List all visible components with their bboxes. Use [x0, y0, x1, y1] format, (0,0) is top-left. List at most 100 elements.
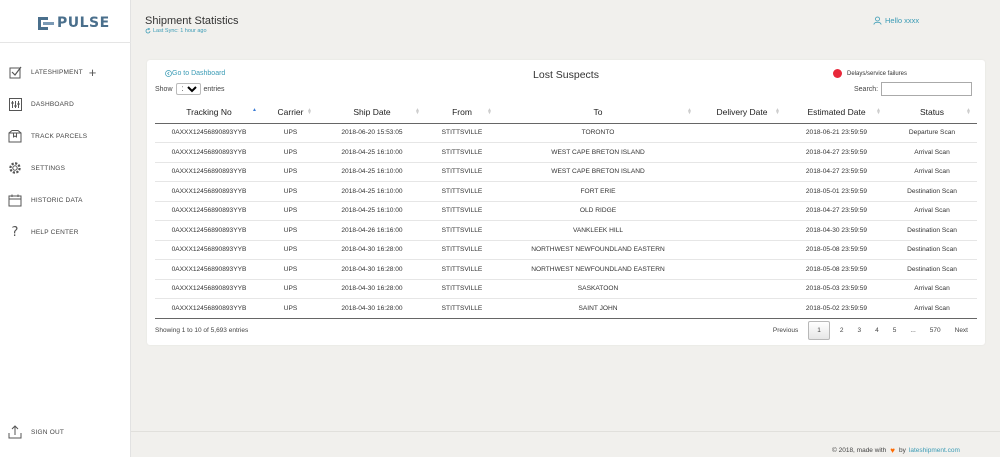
sidebar: PULSE LATESHIPMENT + DASHBOARD TRACK PAR… [0, 0, 131, 457]
search-control: Search: [854, 82, 973, 96]
page-button-last[interactable]: 570 [929, 327, 941, 334]
last-sync: Last Sync: 1 hour ago [145, 28, 207, 34]
page-button-3[interactable]: 3 [857, 327, 862, 334]
table-row[interactable]: 0AXXX12456890893YYB UPS 2018-06-20 15:53:0… [155, 123, 977, 143]
cell-estimated-date: 2018-05-01 23:59:59 [786, 181, 887, 202]
dashboard-sliders-icon [7, 96, 23, 112]
cell-delivery-date [698, 259, 786, 280]
cell-carrier: UPS [263, 181, 318, 202]
cell-delivery-date [698, 279, 786, 299]
cell-delivery-date [698, 142, 786, 163]
cell-tracking-no: 0AXXX12456890893YYB [155, 298, 263, 319]
cell-tracking-no: 0AXXX12456890893YYB [155, 123, 263, 143]
footer-by: by [899, 447, 906, 454]
sign-out-button[interactable]: SIGN OUT [7, 423, 64, 441]
show-label: Show [155, 85, 173, 93]
cell-from: STITTSVILLE [426, 181, 498, 202]
sidebar-item-label: SETTINGS [31, 164, 66, 172]
col-from[interactable]: From ▲ ▼ [426, 102, 498, 124]
user-menu[interactable]: Hello xxxx [873, 16, 919, 25]
user-icon [873, 16, 882, 25]
table-row[interactable]: 0AXXX12456890893YYB UPS 2018-04-26 16:16:0… [155, 220, 977, 241]
table-row[interactable]: 0AXXX12456890893YYB UPS 2018-04-25 16:10:0… [155, 162, 977, 182]
cell-to: SASKATOON [498, 279, 698, 299]
sidebar-item-help-center[interactable]: ? HELP CENTER [7, 223, 79, 241]
entries-select[interactable]: 10 [175, 83, 201, 95]
cell-to: TORONTO [498, 123, 698, 143]
sidebar-item-label: TRACK PARCELS [31, 132, 88, 140]
pagination: Previous 1 2 3 4 5 ... 570 Next [766, 321, 975, 340]
table-row[interactable]: 0AXXX12456890893YYB UPS 2018-04-30 16:28:0… [155, 298, 977, 319]
go-to-dashboard-label: Go to Dashboard [172, 70, 226, 77]
cell-carrier: UPS [263, 240, 318, 260]
page-button-1[interactable]: 1 [808, 321, 830, 340]
col-label: Ship Date [353, 107, 391, 118]
cell-ship-date: 2018-04-30 16:28:00 [318, 259, 426, 280]
search-input[interactable] [881, 82, 973, 96]
page-button-4[interactable]: 4 [875, 327, 879, 334]
cell-tracking-no: 0AXXX12456890893YYB [155, 162, 263, 182]
col-status[interactable]: Status ▲ ▼ [887, 102, 977, 124]
sidebar-item-settings[interactable]: SETTINGS [7, 159, 65, 177]
col-estimated-date[interactable]: Estimated Date ▲ ▼ [786, 102, 887, 124]
col-ship-date[interactable]: Ship Date ▲ ▼ [318, 102, 426, 124]
cell-delivery-date [698, 220, 786, 241]
sort-icon: ▲ ▼ [415, 107, 420, 116]
sidebar-item-historic-data[interactable]: HISTORIC DATA [7, 191, 83, 209]
table-row[interactable]: 0AXXX12456890893YYB UPS 2018-04-25 16:10:0… [155, 142, 977, 163]
cell-ship-date: 2018-04-26 16:16:00 [318, 220, 426, 241]
sidebar-item-track-parcels[interactable]: TRACK PARCELS [7, 127, 87, 145]
cell-ship-date: 2018-04-30 16:28:00 [318, 279, 426, 299]
cell-to: VANKLEEK HILL [498, 220, 698, 241]
last-sync-text: Last Sync: 1 hour ago [153, 28, 207, 34]
cell-tracking-no: 0AXXX12456890893YYB [155, 220, 263, 241]
cell-ship-date: 2018-04-25 16:10:00 [318, 201, 426, 221]
table-row[interactable]: 0AXXX12456890893YYB UPS 2018-04-25 16:10:0… [155, 181, 977, 202]
cell-status: Destination Scan [887, 220, 977, 241]
col-carrier[interactable]: Carrier ▲ ▼ [263, 102, 318, 124]
cell-ship-date: 2018-04-30 16:28:00 [318, 298, 426, 319]
search-label: Search: [854, 85, 879, 93]
sidebar-item-label: HELP CENTER [31, 228, 79, 236]
previous-button[interactable]: Previous [772, 327, 799, 334]
cell-delivery-date [698, 162, 786, 182]
sidebar-item-lateshipment[interactable]: LATESHIPMENT + [7, 63, 97, 81]
brand-name: PULSE [57, 15, 110, 31]
col-label: Tracking No [186, 107, 232, 118]
col-delivery-date[interactable]: Delivery Date ▲ ▼ [698, 102, 786, 124]
cell-delivery-date [698, 298, 786, 319]
next-button[interactable]: Next [954, 327, 968, 334]
cell-estimated-date: 2018-04-27 23:59:59 [786, 201, 887, 221]
cell-ship-date: 2018-04-25 16:10:00 [318, 181, 426, 202]
table-info: Showing 1 to 10 of 5,693 entries [155, 327, 249, 334]
cell-to: WEST CAPE BRETON ISLAND [498, 162, 698, 182]
table-row[interactable]: 0AXXX12456890893YYB UPS 2018-04-25 16:10:0… [155, 201, 977, 221]
cell-tracking-no: 0AXXX12456890893YYB [155, 201, 263, 221]
footer-link[interactable]: lateshipment.com [908, 447, 960, 454]
table-row[interactable]: 0AXXX12456890893YYB UPS 2018-04-30 16:28:0… [155, 259, 977, 280]
cell-tracking-no: 0AXXX12456890893YYB [155, 240, 263, 260]
user-greeting: Hello xxxx [885, 16, 920, 25]
calendar-icon [7, 192, 23, 208]
sidebar-item-dashboard[interactable]: DASHBOARD [7, 95, 74, 113]
cell-estimated-date: 2018-04-27 23:59:59 [786, 142, 887, 163]
col-label: To [593, 107, 603, 118]
col-to[interactable]: To ▲ ▼ [498, 102, 698, 124]
go-to-dashboard-link[interactable]: Go to Dashboard [165, 70, 225, 77]
sidebar-item-label: DASHBOARD [31, 100, 74, 108]
brand-logo[interactable]: PULSE [36, 12, 110, 34]
table-row[interactable]: 0AXXX12456890893YYB UPS 2018-04-30 16:28:0… [155, 240, 977, 260]
plus-icon[interactable]: + [88, 64, 97, 80]
page-button-2[interactable]: 2 [839, 327, 844, 334]
sign-out-label: SIGN OUT [31, 428, 65, 436]
page-ellipsis: ... [910, 327, 916, 334]
cell-ship-date: 2018-06-20 15:53:05 [318, 123, 426, 143]
col-tracking-no[interactable]: Tracking No ▲ [155, 102, 263, 124]
page-button-5[interactable]: 5 [892, 327, 897, 334]
cell-estimated-date: 2018-05-08 23:59:59 [786, 240, 887, 260]
heart-icon: ♥ [890, 446, 896, 455]
cell-status: Arrival Scan [887, 279, 977, 299]
parcel-icon [7, 128, 23, 144]
cell-ship-date: 2018-04-25 16:10:00 [318, 142, 426, 163]
table-row[interactable]: 0AXXX12456890893YYB UPS 2018-04-30 16:28:0… [155, 279, 977, 299]
